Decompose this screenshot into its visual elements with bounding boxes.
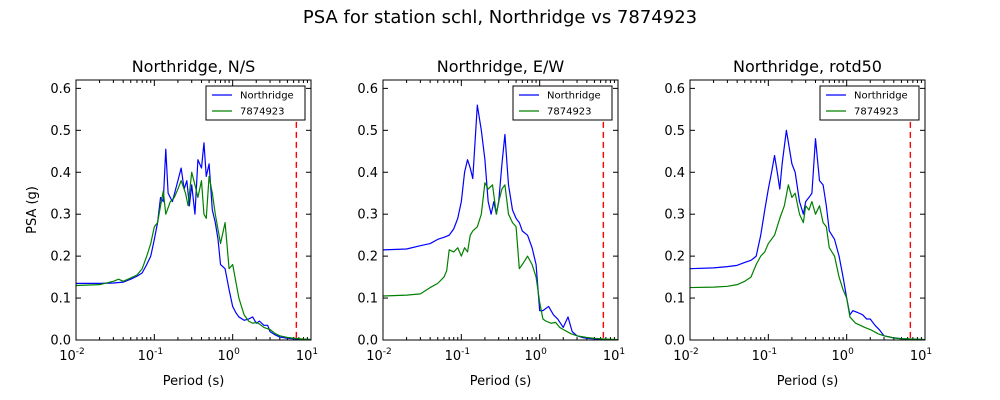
legend: Northridge 7874923 [512,85,613,121]
legend: Northridge 7874923 [205,85,306,121]
y-tick-label: 0.4 [50,166,71,181]
series-line-simulation [383,182,618,340]
y-tick-label: 0.3 [50,208,71,223]
series-line-northridge [76,142,311,340]
legend-label: Northridge [854,91,908,102]
legend-label: 7874923 [240,107,285,118]
axes-frame [689,79,926,341]
series-line-simulation [76,171,311,340]
y-tick-label: 0.5 [357,124,378,139]
y-axis-label: PSA (g) [25,186,40,234]
x-tick-label: 100 [832,347,855,364]
x-tick-label: 100 [218,347,241,364]
legend-label: 7874923 [854,107,899,118]
x-axis-label: Period (s) [470,374,532,389]
y-tick-label: 0.0 [357,334,378,349]
series-line-northridge [690,129,925,340]
legend-label: Northridge [547,91,601,102]
x-tick-label: 10-2 [673,347,699,364]
figure-suptitle: PSA for station schl, Northridge vs 7874… [303,7,697,28]
x-tick-label: 101 [910,347,932,364]
axes-frame [382,79,619,341]
y-tick-label: 0.5 [664,124,685,139]
y-tick-label: 0.4 [664,166,685,181]
x-axis-label: Period (s) [163,374,225,389]
chart-panel-1: Northridge, N/S 0.0 0.1 0.2 0.3 0.4 0.5 0.6 10-2… [25,57,318,389]
y-tick-label: 0.3 [357,208,378,223]
x-tick-label: 10-1 [445,347,471,364]
y-tick-label: 0.6 [50,82,71,97]
legend-label: 7874923 [547,107,592,118]
y-tick-label: 0.2 [664,250,685,265]
chart-panels: Northridge, N/S 0.0 0.1 0.2 0.3 0.4 0.5 0.6 10-2… [25,57,932,389]
legend: Northridge 7874923 [819,85,920,121]
x-tick-label: 101 [603,347,625,364]
y-tick-label: 0.3 [664,208,685,223]
y-tick-label: 0.1 [50,292,71,307]
chart-title: Northridge, E/W [437,57,565,76]
y-tick-label: 0.1 [357,292,378,307]
axes-frame [75,79,312,341]
legend-box [205,85,306,121]
x-tick-label: 101 [296,347,318,364]
chart-title: Northridge, rotd50 [733,57,882,76]
chart-panel-2: Northridge, E/W 0.0 0.1 0.2 0.3 0.4 0.5 0.6 10-2… [357,57,625,389]
chart-panel-3: Northridge, rotd50 0.0 0.1 0.2 0.3 0.4 0.5 0.6 1… [664,57,932,389]
x-tick-label: 10-2 [366,347,392,364]
y-tick-label: 0.6 [664,82,685,97]
legend-label: Northridge [240,91,294,102]
y-tick-label: 0.2 [357,250,378,265]
y-tick-label: 0.0 [664,334,685,349]
x-axis-label: Period (s) [777,374,839,389]
x-tick-label: 10-1 [752,347,778,364]
series-line-northridge [383,104,618,340]
x-tick-label: 10-1 [138,347,164,364]
legend-box [819,85,920,121]
legend-box [512,85,613,121]
y-tick-label: 0.2 [50,250,71,265]
series-line-simulation [690,184,925,340]
y-tick-label: 0.4 [357,166,378,181]
x-tick-label: 100 [525,347,548,364]
chart-title: Northridge, N/S [132,57,256,76]
y-tick-label: 0.5 [50,124,71,139]
y-tick-label: 0.0 [50,334,71,349]
y-tick-label: 0.6 [357,82,378,97]
x-tick-label: 10-2 [59,347,85,364]
y-tick-label: 0.1 [664,292,685,307]
